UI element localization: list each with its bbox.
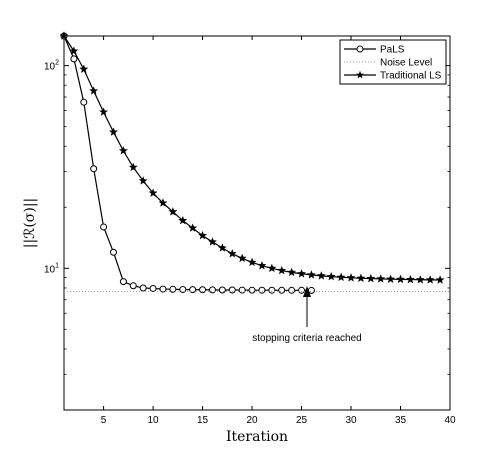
- data-point-star: [395, 274, 406, 284]
- data-point-star: [296, 269, 307, 278]
- data-point-star: [287, 267, 297, 277]
- data-point-star: [376, 274, 386, 283]
- data-point-star: [138, 176, 148, 185]
- data-point-star: [415, 274, 425, 284]
- data-point-star: [207, 237, 218, 246]
- series-layer: [59, 31, 450, 294]
- series-line-0: [63, 35, 312, 292]
- data-point-star: [148, 188, 158, 197]
- data-point-circle: [278, 286, 286, 294]
- y-axis-label: ||ℛ(σ)||: [22, 198, 38, 249]
- data-point-circle: [149, 285, 157, 293]
- x-tick-label: 25: [296, 415, 308, 426]
- x-tick-label: 5: [101, 415, 107, 426]
- data-point-star: [257, 260, 267, 270]
- data-point-star: [267, 263, 277, 273]
- data-point-star: [79, 64, 89, 74]
- y-tick-label: 102: [44, 60, 59, 73]
- data-point-circle: [70, 55, 78, 63]
- annotation-text: stopping criteria reached: [252, 333, 362, 344]
- x-tick-label: 10: [148, 415, 160, 426]
- data-point-star: [99, 107, 109, 116]
- data-point-star: [306, 270, 316, 279]
- data-point-circle: [288, 286, 296, 294]
- data-point-circle: [199, 286, 207, 294]
- data-point-star: [326, 271, 336, 281]
- legend-label: Traditional LS: [380, 71, 442, 82]
- data-point-star: [198, 230, 208, 240]
- data-point-circle: [119, 278, 127, 286]
- data-point-star: [336, 272, 346, 282]
- data-point-star: [237, 253, 247, 263]
- x-tick-label: 30: [345, 415, 357, 426]
- data-point-star: [217, 243, 227, 252]
- data-point-star: [346, 273, 356, 282]
- legend-label: PaLS: [380, 45, 405, 56]
- annotation-arrowhead: [303, 286, 311, 297]
- y-tick-label: 101: [44, 262, 59, 275]
- legend-label: Noise Level: [380, 58, 432, 69]
- data-point-circle: [129, 282, 137, 290]
- data-point-circle: [258, 286, 266, 294]
- data-point-circle: [189, 286, 197, 294]
- data-point-circle: [90, 165, 98, 173]
- data-point-star: [158, 198, 168, 207]
- data-point-circle: [139, 284, 147, 292]
- data-point-star: [366, 273, 376, 283]
- data-point-circle: [238, 286, 246, 294]
- data-point-star: [435, 275, 445, 284]
- data-point-star: [108, 127, 119, 136]
- data-point-circle: [248, 286, 256, 294]
- data-point-circle: [218, 286, 226, 294]
- data-point-circle: [268, 286, 276, 294]
- x-tick-label: 15: [197, 415, 209, 426]
- data-point-star: [386, 274, 396, 284]
- data-point-star: [405, 274, 415, 284]
- data-point-circle: [208, 286, 216, 294]
- data-point-star: [247, 257, 257, 267]
- data-point-star: [168, 207, 178, 216]
- data-point-circle: [80, 98, 88, 106]
- x-tick-label: 40: [444, 415, 456, 426]
- x-tick-label: 35: [395, 415, 407, 426]
- data-point-circle: [169, 285, 177, 293]
- plot-frame: [63, 35, 451, 411]
- data-point-star: [89, 86, 99, 95]
- data-point-star: [188, 223, 198, 232]
- annotation: stopping criteria reached: [252, 286, 362, 344]
- legend: PaLS Noise Level Traditional LS: [339, 39, 447, 85]
- data-point-circle: [298, 286, 306, 294]
- data-point-star: [59, 31, 69, 40]
- data-point-star: [118, 146, 128, 155]
- data-point-star: [316, 271, 326, 280]
- x-tick-label: 20: [246, 415, 258, 426]
- data-point-circle: [109, 248, 117, 256]
- data-point-star: [277, 265, 287, 275]
- ticks: 5 10 15 20 25 30 35 40 101 102: [44, 36, 456, 426]
- data-point-circle: [228, 286, 236, 294]
- data-point-star: [356, 273, 366, 283]
- data-point-star: [128, 162, 138, 172]
- legend-marker-circle: [356, 45, 364, 53]
- data-point-star: [178, 215, 188, 225]
- data-point-star: [69, 46, 79, 55]
- x-axis-label: Iteration: [226, 429, 288, 445]
- data-point-star: [227, 248, 237, 258]
- data-point-star: [425, 275, 435, 284]
- data-point-circle: [159, 285, 167, 293]
- legend-marker-star: [356, 70, 364, 79]
- data-point-circle: [100, 223, 108, 231]
